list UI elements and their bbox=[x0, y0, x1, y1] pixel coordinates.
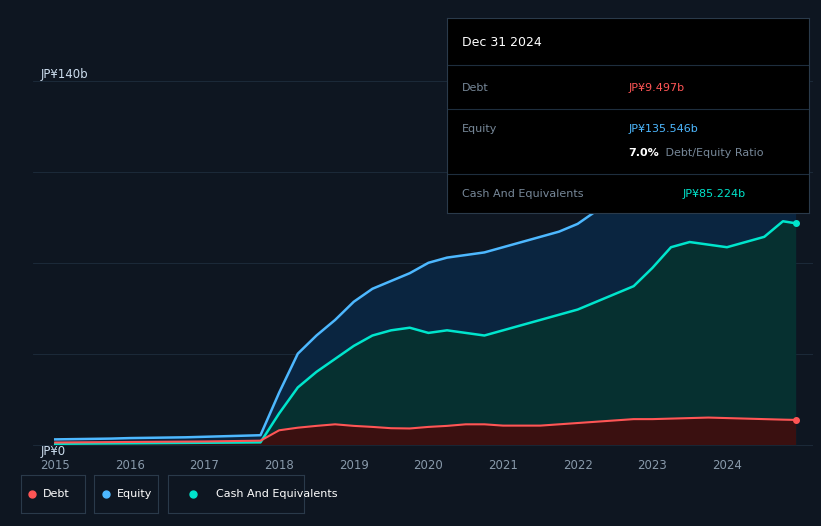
Text: Dec 31 2024: Dec 31 2024 bbox=[462, 36, 542, 49]
Text: JP¥85.224b: JP¥85.224b bbox=[682, 188, 745, 199]
Text: Debt: Debt bbox=[462, 83, 488, 93]
Text: JP¥135.546b: JP¥135.546b bbox=[628, 124, 698, 134]
Text: 7.0%: 7.0% bbox=[628, 148, 658, 158]
Text: JP¥9.497b: JP¥9.497b bbox=[628, 83, 684, 93]
Text: JP¥0: JP¥0 bbox=[41, 444, 66, 458]
Text: Cash And Equivalents: Cash And Equivalents bbox=[462, 188, 584, 199]
Text: Debt/Equity Ratio: Debt/Equity Ratio bbox=[663, 148, 764, 158]
Text: Equity: Equity bbox=[462, 124, 498, 134]
Text: Equity: Equity bbox=[117, 489, 152, 499]
Text: JP¥140b: JP¥140b bbox=[41, 68, 89, 81]
Text: Debt: Debt bbox=[43, 489, 70, 499]
Text: Cash And Equivalents: Cash And Equivalents bbox=[216, 489, 337, 499]
